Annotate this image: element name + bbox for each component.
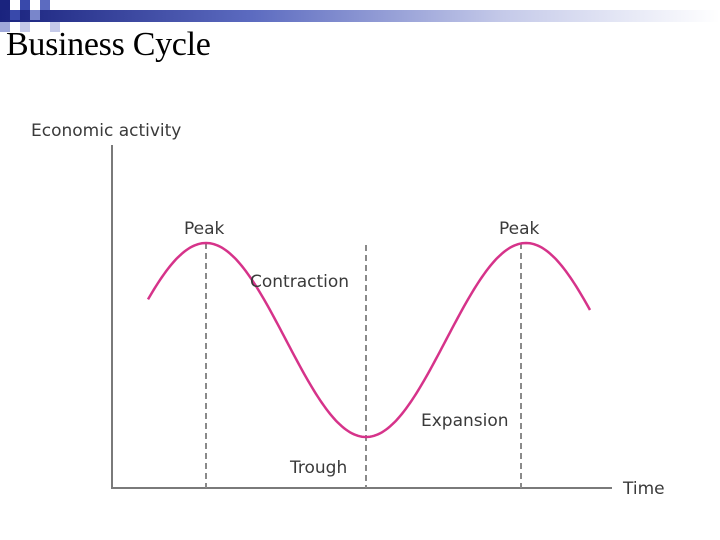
contraction-label: Contraction: [250, 272, 349, 292]
peak-left-label: Peak: [184, 219, 225, 239]
header-gradient-strip: [0, 0, 720, 32]
header-gradient-bar: [0, 10, 720, 22]
x-axis-label: Time: [622, 479, 665, 499]
trough-label: Trough: [289, 458, 347, 478]
peak-right-label: Peak: [499, 219, 540, 239]
slide-title: Business Cycle: [6, 26, 211, 63]
expansion-label: Expansion: [421, 411, 509, 431]
header-squares: [0, 0, 60, 32]
y-axis-label: Economic activity: [31, 121, 181, 141]
business-cycle-curve: [146, 241, 592, 439]
